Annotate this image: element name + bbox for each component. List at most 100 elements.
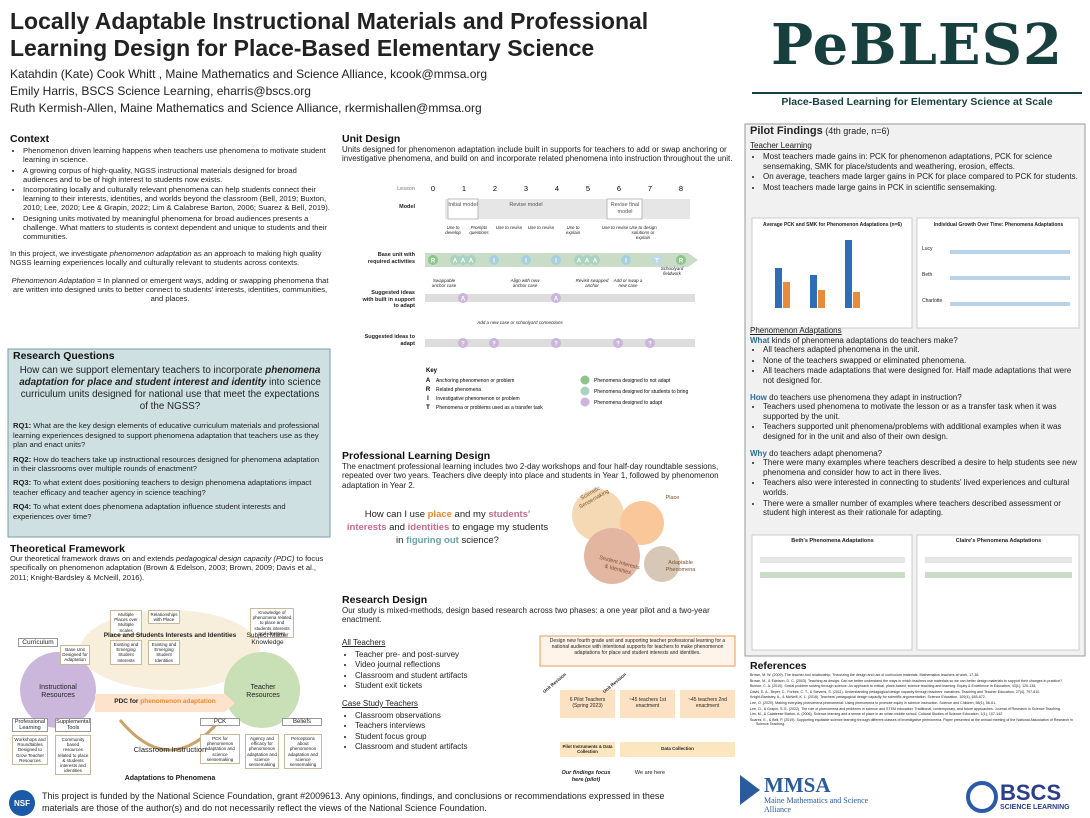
bar — [853, 292, 860, 308]
classroom-label: Classroom Instruction — [133, 745, 207, 754]
row-label: Model — [399, 204, 415, 210]
text: students' interests — [346, 509, 531, 533]
bullet: Teachers interviews — [355, 721, 532, 731]
phenomenon — [458, 338, 468, 348]
bullet: On average, teachers made larger gains i… — [763, 172, 1080, 182]
author: Emily Harris, BSCS Science Learning, eha… — [10, 84, 311, 98]
label: 7 — [648, 184, 652, 193]
bullet: Designing units motivated by meaningful … — [23, 214, 330, 242]
text: into science curriculum units designed f… — [20, 377, 321, 413]
phase-box — [560, 690, 615, 718]
label: A — [461, 297, 466, 303]
bullet: Teachers also were interested in connect… — [763, 478, 1080, 497]
phenomenon — [458, 255, 468, 265]
venn-circle — [620, 501, 664, 545]
use-label: Use to revise — [601, 225, 629, 230]
phenomenon — [489, 255, 499, 265]
model-band — [445, 199, 690, 219]
text: Our theoretical framework draws on and e… — [10, 554, 176, 564]
pilot-data-box — [560, 742, 615, 757]
phenomenon — [450, 255, 460, 265]
bullet: Most teachers made gains in: PCK for phe… — [763, 152, 1080, 171]
question-word: Why — [750, 448, 767, 458]
label: ? — [616, 342, 620, 348]
label: 6 — [617, 184, 621, 193]
use-label: Use to revise — [495, 225, 523, 230]
bullets: Teacher pre- and post-surveyVideo journa… — [342, 650, 532, 691]
pdc-label: PDC for phenomenon adaptation — [100, 698, 230, 705]
pilot-findings: Pilot Findings (4th grade, n=6) Teacher … — [750, 126, 1080, 194]
mmsa-mark — [740, 775, 760, 805]
question-text: kinds of phenomena adaptations do teache… — [769, 335, 958, 345]
label: Phenomena designed for students to bring — [594, 389, 688, 395]
label: A — [577, 259, 582, 265]
text: pedagogical design capacity (PDC) — [175, 554, 295, 564]
venn-circle — [572, 489, 624, 541]
data: Data Collection — [661, 746, 694, 751]
bullet: Student focus group — [355, 732, 532, 742]
phase: 6 Pilot Teachers (Spring 2023) — [569, 697, 606, 709]
subheading: Case Study Teachers — [342, 698, 418, 708]
logo: PeBLES2 — [770, 12, 1064, 78]
note: Align with new anchor case — [510, 278, 540, 289]
bar — [818, 290, 825, 308]
place-box: Multiple Places over Multiple Scales — [110, 610, 142, 635]
phenomenon — [676, 255, 686, 265]
heading: Unit Design — [342, 133, 401, 145]
intro: How can we support elementary teachers t… — [17, 365, 323, 413]
text: Our theoretical framework draws on and e… — [10, 554, 330, 582]
model-label: Initial model — [448, 202, 478, 208]
question-text: do teachers use phenomena they adapt in … — [766, 392, 962, 402]
question: Why do teachers adapt phenomena? — [750, 449, 1080, 459]
phase-box — [620, 690, 675, 718]
text: Our study is mixed-methods, design based… — [342, 605, 710, 625]
label: 4 — [555, 184, 559, 193]
funding: This project is funded by the National S… — [42, 791, 665, 813]
heading: Research Questions — [13, 350, 115, 362]
place-box: Existing and Emerging Student Interests — [110, 640, 142, 665]
data-box — [620, 742, 735, 757]
pdc-arrow — [95, 694, 235, 712]
bullets: All teachers adapted phenomena in the un… — [750, 345, 1080, 385]
question-word: How — [750, 392, 767, 402]
chart-title: Individual Growth Over Time: Phenomena A… — [933, 222, 1064, 228]
use-label: Use to develop — [445, 225, 461, 236]
text: phenomena adaptation for place and stude… — [19, 365, 321, 389]
teacher-name: Beth — [922, 272, 933, 278]
bullet: Student exit tickets — [355, 681, 532, 691]
phenomenon — [466, 255, 476, 265]
heading: References — [750, 660, 807, 672]
label: I — [427, 396, 429, 402]
place-box: Relationships with Place — [148, 610, 180, 625]
context: Context Phenomenon driven learning happe… — [10, 134, 330, 303]
question: How do teachers use phenomena they adapt… — [750, 393, 1080, 403]
beliefs-label: Beliefs — [282, 718, 322, 726]
chart-title: Average PCK and SMK for Phenomenon Adapt… — [763, 222, 902, 228]
paragraph: In this project, we investigate phenomen… — [10, 249, 330, 267]
teacher-circle — [224, 652, 300, 728]
bullet: There were a smaller number of examples … — [763, 499, 1080, 518]
phenomenon — [621, 255, 631, 265]
text: as an approach to making high quality NG… — [10, 249, 322, 268]
reference: Davis, E. A., Beyer, C., Forbes, C. T., … — [750, 689, 1041, 694]
note: Swappable anchor case — [431, 278, 457, 289]
heading: Research Design — [342, 594, 428, 606]
label: Phenomena or problems used as a transfer… — [436, 405, 543, 411]
rq-list: RQ1: What are the key design elements of… — [13, 421, 327, 521]
model-label: Revise final model — [610, 202, 640, 215]
phase: ~45 teachers 2nd enactment — [688, 697, 727, 709]
bullets: Teachers used phenomena to motivate the … — [750, 402, 1080, 441]
community-box: Community based resources related to pla… — [55, 735, 91, 776]
data-lists: All Teachers Teacher pre- and post-surve… — [342, 638, 532, 753]
label: Lesson — [397, 186, 415, 192]
phase: ~45 teachers 1st enactment — [628, 697, 667, 709]
bullet: Teacher pre- and post-survey — [355, 650, 532, 660]
place-box: Existing and Emerging Student Identities — [148, 640, 180, 665]
label: 3 — [524, 184, 528, 193]
bullet: There were many examples where teachers … — [763, 458, 1080, 477]
framework: Theoretical Framework Our theoretical fr… — [10, 544, 330, 582]
instruction-arc — [118, 719, 222, 752]
phenomenon — [551, 293, 561, 303]
label: A — [461, 259, 466, 265]
label: 0 — [431, 184, 435, 193]
